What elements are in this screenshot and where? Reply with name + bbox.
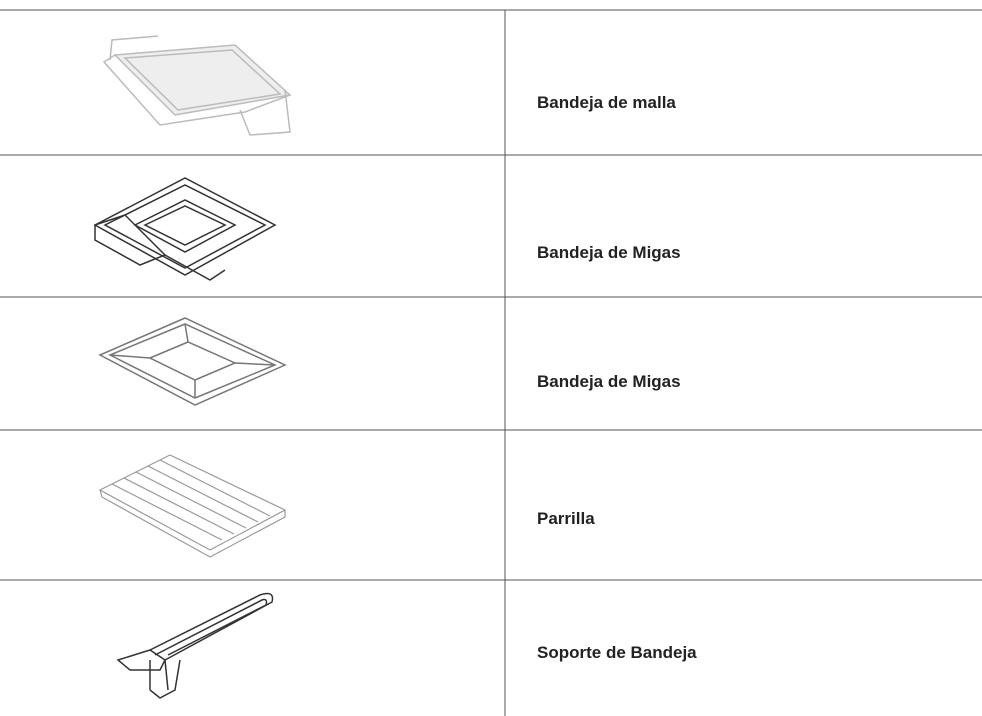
crumb-tray-illustration: [98, 317, 287, 406]
row-label: Parrilla: [537, 509, 595, 528]
crumb-tray-illustration: [93, 177, 277, 281]
mesh-tray-illustration: [102, 35, 292, 136]
grill-illustration: [98, 454, 287, 558]
grid: [0, 9, 982, 716]
tray-holder-illustration: [116, 592, 274, 699]
row-label: Soporte de Bandeja: [537, 643, 697, 662]
row-label: Bandeja de Migas: [537, 372, 681, 391]
row-label: Bandeja de malla: [537, 93, 676, 112]
row-label: Bandeja de Migas: [537, 243, 681, 262]
